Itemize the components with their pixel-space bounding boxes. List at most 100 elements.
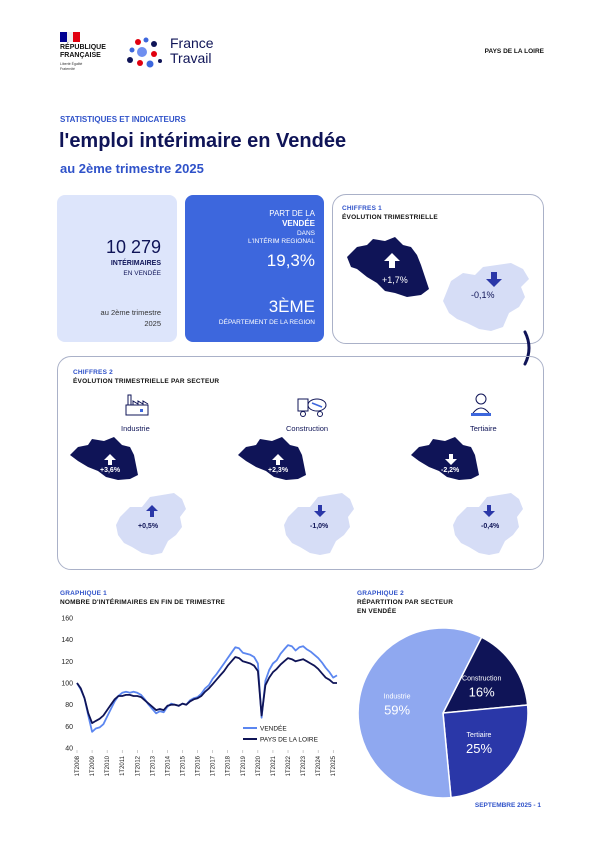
x-tick-label: 1T2011 — [120, 755, 126, 776]
sector-construction: Construction +2,3% -1,0% — [230, 357, 390, 569]
chiffres1-label: CHIFFRES 1 — [342, 205, 382, 212]
pie-value-label: 59% — [384, 702, 410, 717]
y-tick-label: 60 — [65, 724, 73, 731]
x-tick-label: 1T2024 — [316, 755, 322, 776]
x-tick-label: 1T2009 — [90, 755, 96, 776]
sector-construction-region-value: -1,0% — [310, 523, 329, 530]
series-line-0 — [76, 644, 338, 733]
industrie-region-map — [116, 493, 186, 555]
x-tick-label: 1T2021 — [271, 755, 277, 776]
title-kicker: STATISTIQUES ET INDICATEURS — [60, 115, 186, 124]
republique-motto: Liberté Égalité Fraternité — [60, 62, 83, 71]
x-tick-label: 1T2016 — [196, 755, 202, 776]
person-desk-icon — [471, 393, 491, 416]
industrie-vendee-up-arrow-icon — [104, 454, 116, 465]
chiffres1-maps — [347, 237, 529, 331]
brand-line1: France — [170, 35, 214, 51]
brand-line2: Travail — [170, 50, 212, 66]
sector-construction-label: Construction — [286, 424, 329, 433]
kpi-rank-value: 3ÈME — [268, 297, 315, 316]
factory-icon — [125, 394, 149, 416]
line-chart: 40 60 80 100 120 140 160 1T2008 1T2009 1T2010 1T20… — [61, 616, 338, 776]
x-tick-label: 1T2018 — [226, 755, 232, 776]
kpi-part-line4: L'INTÉRIM REGIONAL — [248, 238, 315, 245]
footer-text: SEPTEMBRE 2025 - 1 — [474, 802, 541, 809]
sector-tertiaire-maps — [411, 393, 523, 555]
x-tick-label: 1T2017 — [211, 755, 217, 776]
france-travail-dots-icon — [127, 37, 162, 68]
republique-line2: FRANÇAISE — [60, 52, 101, 59]
graph1-title: NOMBRE D'INTÉRIMAIRES EN FIN DE TRIMESTR… — [60, 599, 226, 606]
republique-line1: RÉPUBLIQUE — [60, 44, 106, 51]
republique-logo: RÉPUBLIQUE FRANÇAISE Liberté Égalité Fra… — [60, 32, 115, 77]
chiffres2-title: ÉVOLUTION TRIMESTRIELLE PAR SECTEUR — [73, 378, 220, 385]
pie-category-label: Industrie — [384, 693, 411, 700]
kpi-intermaires-label1: INTÉRIMAIRES — [110, 260, 161, 267]
tertiaire-vendee-map — [411, 437, 479, 480]
y-tick-label: 100 — [61, 681, 73, 688]
vendee-up-arrow-icon — [384, 253, 400, 268]
marianne-icon — [60, 32, 80, 42]
graph2-title-line1: RÉPARTITION PAR SECTEUR — [357, 599, 454, 606]
industrie-vendee-map — [70, 437, 138, 480]
kpi-intermaires-value: 10 279 — [105, 237, 161, 257]
region-label: PAYS DE LA LOIRE — [484, 48, 544, 55]
sector-industrie-label: Industrie — [121, 424, 150, 433]
kpi-part-line1: PART DE LA — [269, 209, 315, 218]
graph2-label: GRAPHIQUE 2 — [357, 590, 404, 597]
industrie-region-up-arrow-icon — [146, 505, 158, 517]
sector-tertiaire-label: Tertiaire — [470, 424, 497, 433]
chiffres1-panel: CHIFFRES 1 ÉVOLUTION TRIMESTRIELLE +1,7%… — [332, 194, 544, 344]
chiffres2-panel: CHIFFRES 2 ÉVOLUTION TRIMESTRIELLE PAR S… — [57, 356, 544, 570]
kpi-intermaires-period2: 2025 — [144, 319, 161, 328]
france-travail-logo: France Travail — [124, 36, 234, 70]
sector-construction-vendee-value: +2,3% — [268, 467, 289, 474]
x-tick-label: 1T2025 — [331, 755, 337, 776]
tertiaire-vendee-down-arrow-icon — [445, 454, 457, 465]
pie-slice-tertiaire — [442, 704, 529, 799]
region-map — [443, 263, 529, 331]
curved-connector-icon — [523, 330, 531, 366]
kpi-part-card: PART DE LA VENDÉE DANS L'INTÉRIM REGIONA… — [185, 195, 324, 342]
x-tick-label: 1T2015 — [181, 755, 187, 776]
graph2-title-line2: EN VENDÉE — [357, 608, 397, 615]
page-subtitle: au 2ème trimestre 2025 — [60, 161, 204, 176]
legend-label: VENDÉE — [260, 724, 287, 733]
pie-value-label: 25% — [466, 741, 492, 756]
x-tick-label: 1T2012 — [135, 755, 141, 776]
x-tick-label: 1T2013 — [150, 755, 156, 776]
pie-slice-construction — [441, 636, 529, 714]
construction-region-map — [284, 493, 354, 555]
pie-category-label: Tertiaire — [467, 732, 492, 739]
x-tick-label: 1T2019 — [241, 755, 247, 776]
pie-value-label: 16% — [469, 685, 495, 700]
y-tick-label: 160 — [61, 616, 73, 623]
chiffres1-vendee-value: +1,7% — [382, 275, 408, 285]
kpi-intermaires-period1: au 2ème trimestre — [100, 308, 161, 317]
pie-chart: Industrie 59% Construction 16% Tertiaire 25% — [357, 627, 529, 799]
x-tick-label: 1T2010 — [105, 755, 111, 776]
x-tick-label: 1T2023 — [301, 755, 307, 776]
y-tick-label: 40 — [65, 746, 73, 753]
x-tick-label: 1T2020 — [256, 755, 262, 776]
sector-industrie-maps — [70, 394, 186, 555]
construction-region-down-arrow-icon — [314, 505, 326, 517]
chiffres1-region-value: -0,1% — [471, 290, 495, 300]
sector-industrie-region-value: +0,5% — [138, 523, 159, 530]
sector-tertiaire-vendee-value: -2,2% — [441, 467, 460, 474]
chiffres2-label: CHIFFRES 2 — [73, 369, 113, 376]
pie-category-label: Construction — [462, 676, 501, 683]
sector-industrie: Industrie +3,6% +0,5% — [58, 357, 218, 569]
chiffres1-title: ÉVOLUTION TRIMESTRIELLE — [342, 214, 438, 221]
kpi-part-line3: DANS — [296, 230, 315, 237]
y-tick-label: 80 — [65, 702, 73, 709]
graph1-label: GRAPHIQUE 1 — [60, 590, 107, 597]
y-tick-label: 120 — [61, 659, 73, 666]
x-tick-label: 1T2008 — [75, 755, 81, 776]
sector-industrie-vendee-value: +3,6% — [100, 467, 121, 474]
cement-truck-icon — [297, 398, 327, 417]
pie-slice-industrie — [357, 627, 483, 799]
construction-vendee-map — [238, 437, 306, 480]
legend-label: PAYS DE LA LOIRE — [260, 737, 319, 744]
x-tick-label: 1T2014 — [165, 755, 171, 776]
